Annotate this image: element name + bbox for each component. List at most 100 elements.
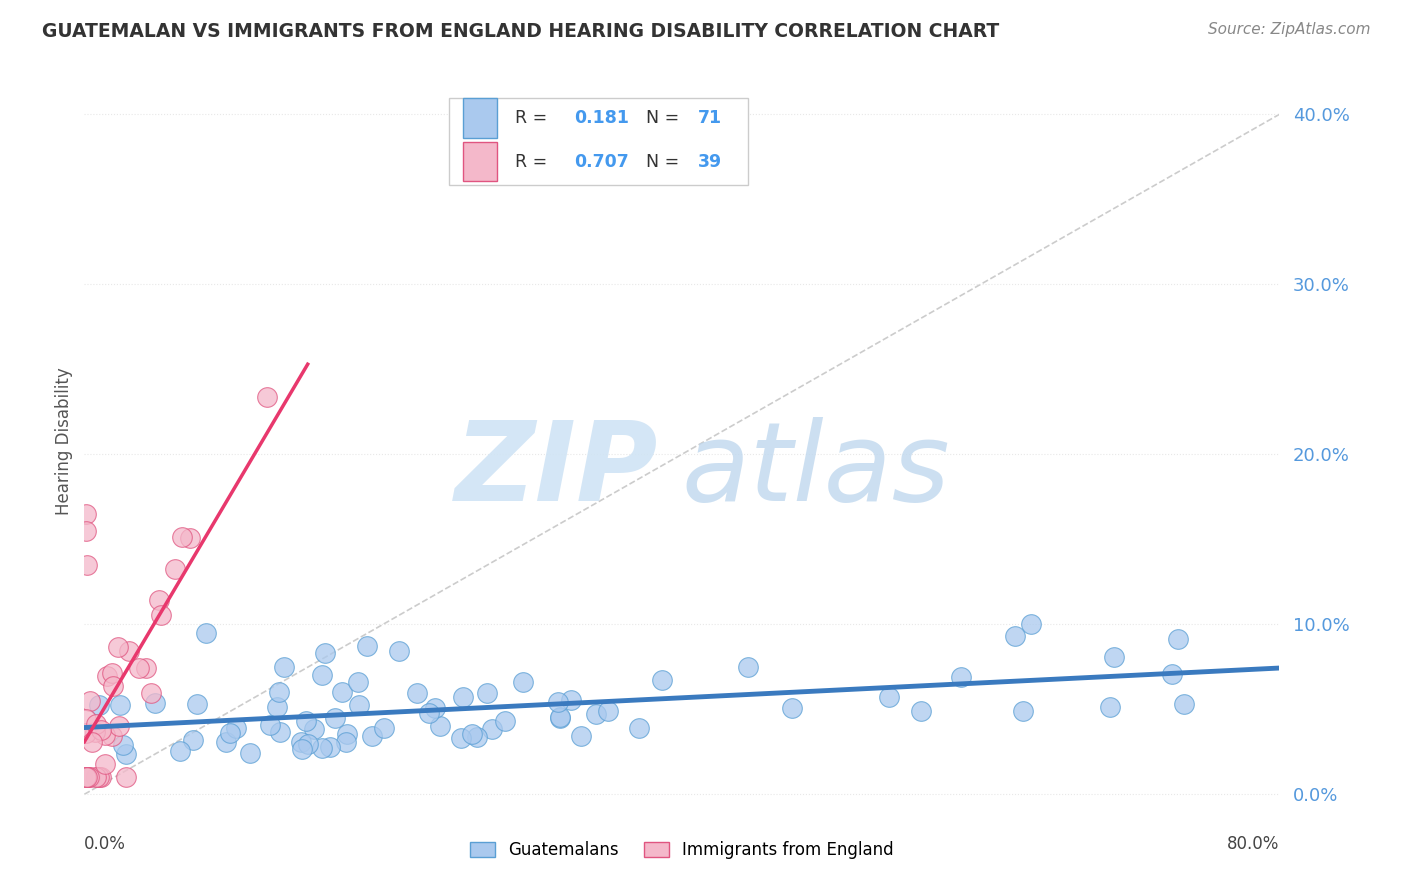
Point xyxy=(1167,632,1189,647)
Point xyxy=(179,531,201,545)
Point xyxy=(451,690,474,704)
Point xyxy=(547,695,569,709)
Point xyxy=(90,723,112,737)
Point xyxy=(267,684,290,698)
Point xyxy=(494,714,516,728)
Point xyxy=(269,725,291,739)
Point xyxy=(1012,704,1035,718)
Point xyxy=(169,744,191,758)
Point xyxy=(330,684,353,698)
Point xyxy=(273,660,295,674)
Point xyxy=(93,757,115,772)
Point xyxy=(627,721,650,735)
Point xyxy=(423,700,446,714)
Point xyxy=(1099,700,1122,714)
Point xyxy=(1161,666,1184,681)
Point xyxy=(186,697,208,711)
Point xyxy=(461,727,484,741)
Point xyxy=(79,770,101,784)
Point xyxy=(481,722,503,736)
Point xyxy=(75,770,97,784)
Text: 0.181: 0.181 xyxy=(575,109,630,128)
Point xyxy=(79,693,101,707)
Point xyxy=(1173,697,1195,711)
Point xyxy=(181,733,204,747)
Point xyxy=(314,646,336,660)
Point xyxy=(950,670,973,684)
Point xyxy=(75,713,97,727)
Point xyxy=(475,686,498,700)
Point xyxy=(585,707,607,722)
Point xyxy=(170,530,193,544)
Point xyxy=(304,722,326,736)
Point xyxy=(108,719,131,733)
Point xyxy=(311,740,333,755)
Point xyxy=(450,731,472,746)
Point xyxy=(75,507,97,521)
Point xyxy=(114,747,136,761)
Point xyxy=(75,725,97,739)
Point xyxy=(80,735,103,749)
Point xyxy=(373,721,395,735)
Point xyxy=(163,562,186,576)
Point xyxy=(87,698,110,712)
Point xyxy=(780,701,803,715)
Point xyxy=(560,693,582,707)
Point xyxy=(128,661,150,675)
Point xyxy=(347,674,370,689)
Y-axis label: Hearing Disability: Hearing Disability xyxy=(55,368,73,516)
Point xyxy=(1102,650,1125,665)
Point xyxy=(737,659,759,673)
Point xyxy=(347,698,370,712)
Point xyxy=(89,770,111,784)
Text: GUATEMALAN VS IMMIGRANTS FROM ENGLAND HEARING DISABILITY CORRELATION CHART: GUATEMALAN VS IMMIGRANTS FROM ENGLAND HE… xyxy=(42,22,1000,41)
Point xyxy=(266,700,288,714)
Point xyxy=(115,770,138,784)
Point xyxy=(295,714,318,728)
Point xyxy=(291,742,314,756)
FancyBboxPatch shape xyxy=(463,98,496,138)
Point xyxy=(76,770,98,784)
Point xyxy=(512,674,534,689)
Point xyxy=(75,770,97,784)
Point xyxy=(75,770,97,784)
Point xyxy=(90,770,112,784)
Text: 80.0%: 80.0% xyxy=(1227,835,1279,854)
Point xyxy=(651,673,673,687)
Point xyxy=(77,770,100,784)
Text: 0.707: 0.707 xyxy=(575,153,628,170)
Point xyxy=(218,725,240,739)
Text: N =: N = xyxy=(647,109,685,128)
Point xyxy=(86,770,108,784)
Point xyxy=(335,735,357,749)
Point xyxy=(360,729,382,743)
FancyBboxPatch shape xyxy=(449,98,748,185)
Text: R =: R = xyxy=(515,153,553,170)
Point xyxy=(96,668,118,682)
Point xyxy=(112,738,135,752)
Point xyxy=(388,644,411,658)
Point xyxy=(323,711,346,725)
Point xyxy=(596,704,619,718)
Point xyxy=(356,640,378,654)
Point xyxy=(107,640,129,654)
Point xyxy=(139,686,162,700)
Point xyxy=(1004,629,1026,643)
Point xyxy=(225,721,247,735)
Point xyxy=(83,724,105,739)
Point xyxy=(150,608,173,623)
Point xyxy=(256,390,278,404)
Text: 0.0%: 0.0% xyxy=(84,835,127,854)
Text: atlas: atlas xyxy=(682,417,950,524)
Point xyxy=(135,661,157,675)
Text: N =: N = xyxy=(647,153,685,170)
Point xyxy=(548,711,571,725)
Point xyxy=(418,706,440,720)
Point xyxy=(215,735,238,749)
Text: Source: ZipAtlas.com: Source: ZipAtlas.com xyxy=(1208,22,1371,37)
Point xyxy=(1019,617,1042,632)
Text: ZIP: ZIP xyxy=(454,417,658,524)
Point xyxy=(110,698,132,712)
Point xyxy=(336,727,359,741)
Point xyxy=(101,730,124,744)
